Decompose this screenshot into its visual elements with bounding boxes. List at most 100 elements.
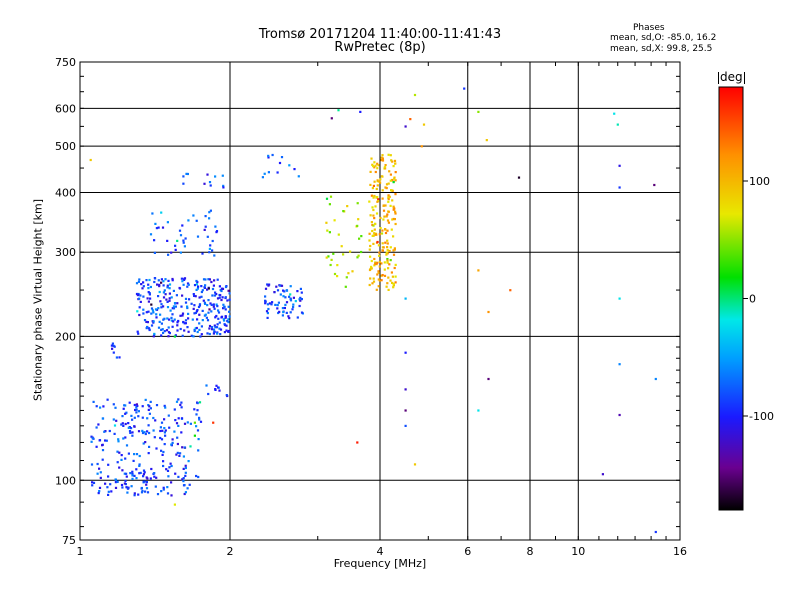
data-point: [372, 280, 376, 283]
phases-x-stats: mean, sd,X: 99.8, 25.5: [610, 44, 713, 54]
data-point: [509, 289, 512, 292]
data-point: [291, 308, 294, 311]
data-point: [413, 93, 417, 97]
data-point: [377, 278, 380, 281]
data-point: [166, 486, 169, 489]
data-point: [298, 298, 301, 301]
data-point: [179, 251, 182, 254]
y-tick-label: 100: [55, 474, 76, 487]
data-point: [270, 303, 273, 306]
data-point: [390, 228, 393, 231]
colorbar-unit: deg: [718, 70, 745, 84]
chart-title: Tromsø 20171204 11:40:00-11:41:43: [258, 27, 502, 42]
data-point: [167, 326, 170, 329]
data-point: [173, 318, 176, 321]
data-point: [204, 278, 207, 281]
data-point: [215, 384, 218, 387]
data-point: [152, 321, 155, 324]
data-point: [394, 275, 397, 278]
data-point: [144, 490, 147, 493]
data-point: [183, 277, 187, 280]
data-point: [477, 110, 480, 113]
data-point: [180, 431, 183, 434]
data-point: [205, 384, 208, 387]
data-point: [183, 446, 186, 449]
data-point: [126, 487, 129, 490]
data-point: [386, 248, 389, 252]
data-point: [195, 279, 198, 283]
data-point: [136, 294, 139, 297]
data-point: [208, 247, 211, 250]
data-point: [387, 153, 390, 156]
data-point: [198, 401, 202, 404]
colorbar-tick-label: 100: [749, 175, 770, 188]
data-point: [485, 139, 488, 142]
data-point: [227, 289, 230, 292]
data-point: [374, 233, 378, 236]
data-point: [150, 303, 153, 306]
data-point: [164, 429, 167, 432]
data-point: [392, 165, 395, 168]
data-point: [107, 475, 110, 478]
data-point: [129, 472, 132, 475]
data-point: [121, 415, 124, 418]
data-point: [199, 420, 203, 423]
data-point: [179, 327, 182, 331]
data-point: [162, 488, 165, 491]
data-point: [162, 331, 165, 334]
data-point: [181, 446, 184, 449]
data-point: [288, 295, 291, 298]
data-point: [222, 318, 225, 321]
data-point: [373, 217, 376, 220]
data-point: [184, 466, 187, 470]
data-point: [618, 186, 621, 189]
data-point: [176, 321, 179, 324]
data-point: [378, 233, 381, 236]
data-point: [186, 282, 190, 285]
data-point: [168, 466, 171, 469]
data-point: [187, 283, 190, 286]
data-point: [179, 452, 182, 455]
data-point: [299, 287, 302, 290]
data-point: [385, 183, 389, 186]
data-point: [133, 474, 136, 477]
data-point: [392, 208, 395, 211]
data-point: [217, 317, 220, 320]
data-point: [325, 197, 329, 200]
data-point: [212, 305, 215, 308]
phases-o-stats: mean, sd,O: -85.0, 16.2: [610, 33, 717, 43]
data-point: [378, 254, 381, 257]
data-point: [162, 460, 165, 463]
data-point: [104, 439, 107, 442]
data-point: [105, 439, 108, 442]
data-point: [386, 229, 389, 232]
data-point: [300, 311, 304, 314]
data-point: [618, 297, 621, 300]
data-point: [207, 287, 210, 290]
data-point: [381, 175, 384, 178]
data-point: [161, 328, 164, 331]
data-point: [137, 415, 140, 418]
data-point: [121, 469, 124, 472]
data-point: [342, 253, 345, 256]
data-point: [179, 403, 182, 406]
data-point: [618, 164, 621, 167]
data-point: [487, 377, 490, 381]
data-point: [349, 250, 352, 253]
data-point: [179, 314, 182, 317]
data-point: [152, 429, 155, 432]
data-point: [384, 228, 387, 231]
data-point: [131, 434, 134, 437]
x-tick-label: 1: [77, 545, 84, 558]
data-point: [376, 261, 379, 264]
data-point: [266, 316, 269, 319]
data-point: [279, 293, 282, 296]
chart-subtitle: RwPretec (8p): [334, 40, 426, 55]
data-point: [99, 406, 102, 409]
data-point: [147, 424, 150, 427]
data-point: [133, 494, 136, 497]
data-point: [378, 180, 381, 183]
data-point: [369, 170, 372, 173]
data-point: [153, 239, 156, 242]
x-tick-label: 6: [464, 545, 471, 558]
